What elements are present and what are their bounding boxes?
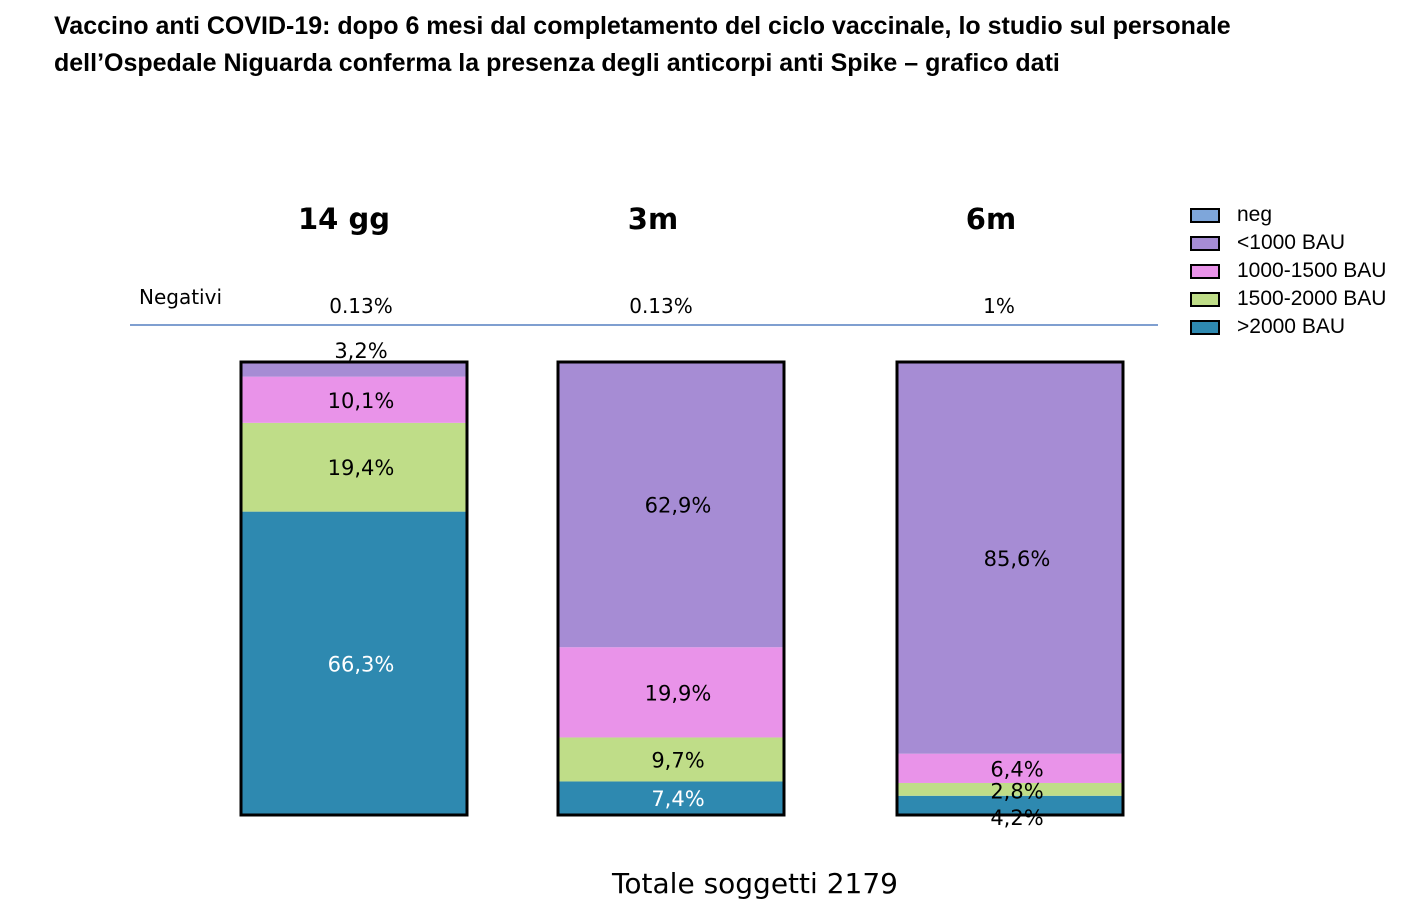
negatives-row-label: Negativi [139,285,222,309]
data-label-1000-1500-bau-6m: 6,4% [990,757,1043,781]
bar-segment-1000-1500-bau-6m [897,753,1123,783]
negatives-value-6m: 1% [983,294,1015,318]
negatives-value-14-gg: 0.13% [329,294,393,318]
chart-title: Vaccino anti COVID-19: dopo 6 mesi dal c… [54,8,1374,82]
bar-segment-1500-2000-bau-6m [897,782,1123,796]
title-line-2: dell’Ospedale Niguarda conferma la prese… [54,49,1060,77]
bar-segment-1000-bau-3m [558,362,784,648]
data-label-1500-2000-bau-14-gg: 19,4% [328,456,395,480]
legend-swatch-lt1000 [1190,235,1220,251]
legend-swatch-1000-1500 [1190,263,1220,279]
legend: neg <1000 BAU 1000-1500 BAU 1500-2000 BA… [1190,201,1386,341]
legend-item-lt1000: <1000 BAU [1190,229,1386,257]
category-label-6m: 6m [966,202,1016,236]
legend-item-1000-1500: 1000-1500 BAU [1190,257,1386,285]
bar-segment-1000-1500-bau-14-gg [241,376,467,423]
data-label-1000-bau-14-gg: 3,2% [334,339,387,363]
bar-segment-1000-bau-6m [897,362,1123,754]
category-label-3m: 3m [628,202,678,236]
data-label-1500-2000-bau-3m: 9,7% [651,748,704,772]
category-label-14-gg: 14 gg [298,202,390,236]
data-label-1000-bau-3m: 62,9% [645,494,712,518]
data-label-2000-bau-14-gg: 66,3% [328,652,395,676]
legend-swatch-1500-2000 [1190,291,1220,307]
bar-segment-2000-bau-6m [897,795,1123,815]
data-label-1500-2000-bau-6m: 2,8% [990,779,1043,803]
title-line-1: Vaccino anti COVID-19: dopo 6 mesi dal c… [54,12,1231,40]
data-label-1000-1500-bau-14-gg: 10,1% [328,389,395,413]
legend-item-gt2000: >2000 BAU [1190,313,1386,341]
legend-label-gt2000: >2000 BAU [1237,315,1345,338]
data-label-1000-bau-6m: 85,6% [984,547,1051,571]
bar-segment-1000-1500-bau-3m [558,647,784,738]
legend-label-neg: neg [1237,203,1273,226]
bar-segment-2000-bau-3m [558,781,784,815]
bar-outline-14-gg [239,360,469,817]
negatives-value-3m: 0.13% [629,294,693,318]
legend-label-lt1000: <1000 BAU [1237,231,1345,254]
legend-swatch-neg [1190,207,1220,223]
legend-item-neg: neg [1190,201,1386,229]
data-label-2000-bau-6m: 4,2% [990,806,1043,830]
bar-outline-3m [556,360,786,817]
stacked-bar-chart: Negativi 14 gg 0.13% 66,3% 19,4% 10,1% 3,2% 3m 0… [130,202,1158,830]
legend-label-1500-2000: 1500-2000 BAU [1237,287,1387,310]
bar-segment-1000-bau-14-gg [241,362,467,377]
legend-item-1500-2000: 1500-2000 BAU [1190,285,1386,313]
data-label-1000-1500-bau-3m: 19,9% [645,681,712,705]
data-label-2000-bau-3m: 7,4% [651,787,704,811]
bar-segment-1500-2000-bau-14-gg [241,422,467,512]
legend-swatch-gt2000 [1190,319,1220,335]
legend-label-1000-1500: 1000-1500 BAU [1237,259,1387,282]
bar-segment-2000-bau-14-gg [241,511,467,815]
total-subjects: Totale soggetti 2179 [612,867,898,900]
bar-segment-1500-2000-bau-3m [558,737,784,782]
bar-outline-6m [895,360,1125,817]
